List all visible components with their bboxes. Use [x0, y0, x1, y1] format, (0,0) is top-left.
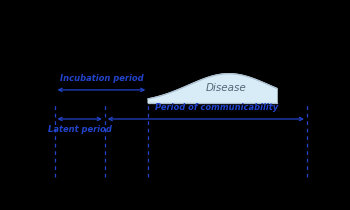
Text: Disease: Disease [206, 83, 246, 93]
Text: Latent period: Latent period [48, 125, 112, 134]
Text: Incubation period: Incubation period [60, 74, 143, 83]
Text: Period of communicability: Period of communicability [155, 103, 278, 112]
Polygon shape [148, 74, 277, 103]
